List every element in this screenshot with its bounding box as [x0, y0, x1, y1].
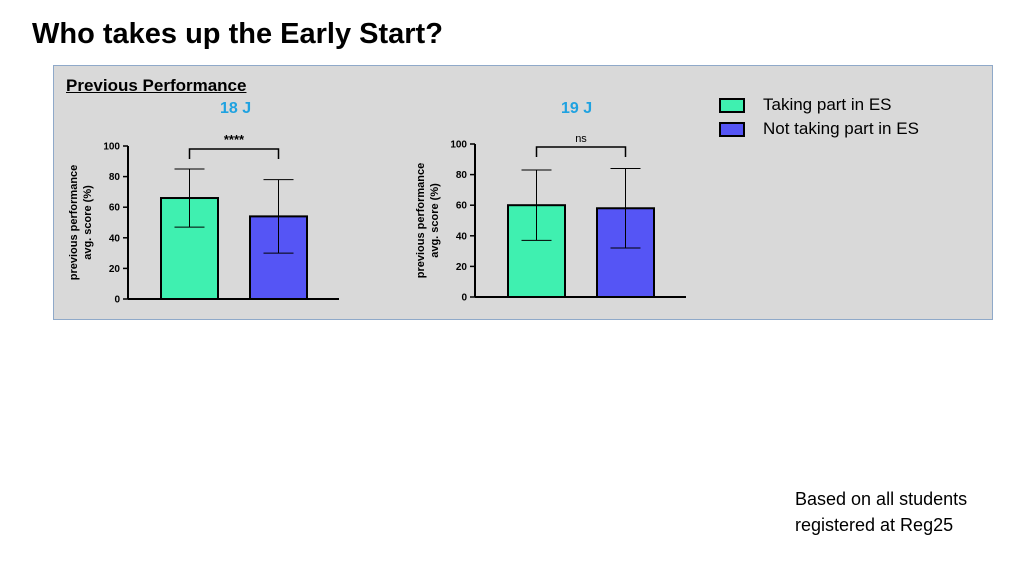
chart-2-significance-bracket — [535, 146, 627, 157]
chart-2-tick-label: 40 — [456, 231, 468, 242]
chart-2-y-axis-label: avg. score (%) — [429, 183, 441, 258]
chart-1-significance-label: **** — [224, 132, 245, 147]
footnote-line-2: registered at Reg25 — [795, 515, 954, 535]
chart-2-tick-label: 60 — [456, 201, 468, 212]
legend: Taking part in ES Not taking part in ES — [719, 93, 919, 141]
chart-panel: Previous Performance 18 J 19 J Taking pa… — [53, 65, 993, 320]
chart-1-label: 18 J — [220, 100, 252, 117]
chart-2-tick-label: 80 — [456, 170, 468, 181]
chart-1-tick-label: 60 — [109, 203, 121, 214]
legend-item-taking-part: Taking part in ES — [719, 93, 919, 117]
chart-1-tick-label: 20 — [109, 264, 121, 275]
chart-2-y-axis-label: previous performance — [415, 163, 427, 279]
panel-subtitle: Previous Performance — [66, 76, 247, 95]
chart-2-tick-label: 0 — [461, 293, 467, 304]
chart-1-tick-label: 0 — [114, 295, 120, 306]
chart-1-y-axis-label: avg. score (%) — [82, 185, 94, 260]
chart-2-tick-label: 100 — [450, 140, 467, 151]
legend-label-not-taking-part: Not taking part in ES — [763, 119, 919, 138]
chart-1-tick-label: 40 — [109, 233, 121, 244]
chart-1-tick-label: 100 — [103, 142, 120, 153]
footnote: Based on all students registered at Reg2… — [795, 486, 967, 538]
chart-2-significance-label: ns — [575, 133, 587, 145]
chart-1-significance-bracket — [188, 148, 280, 159]
legend-swatch-taking-part — [719, 97, 745, 113]
chart-2-label: 19 J — [561, 100, 593, 117]
chart-1-y-axis-label: previous performance — [68, 165, 80, 281]
chart-2-tick-label: 20 — [456, 262, 468, 273]
legend-label-taking-part: Taking part in ES — [763, 95, 892, 114]
legend-swatch-not-taking-part — [719, 121, 745, 137]
chart-1-tick-label: 80 — [109, 172, 121, 183]
legend-item-not-taking-part: Not taking part in ES — [719, 117, 919, 141]
footnote-line-1: Based on all students — [795, 489, 968, 509]
page-title: Who takes up the Early Start? — [32, 18, 443, 50]
